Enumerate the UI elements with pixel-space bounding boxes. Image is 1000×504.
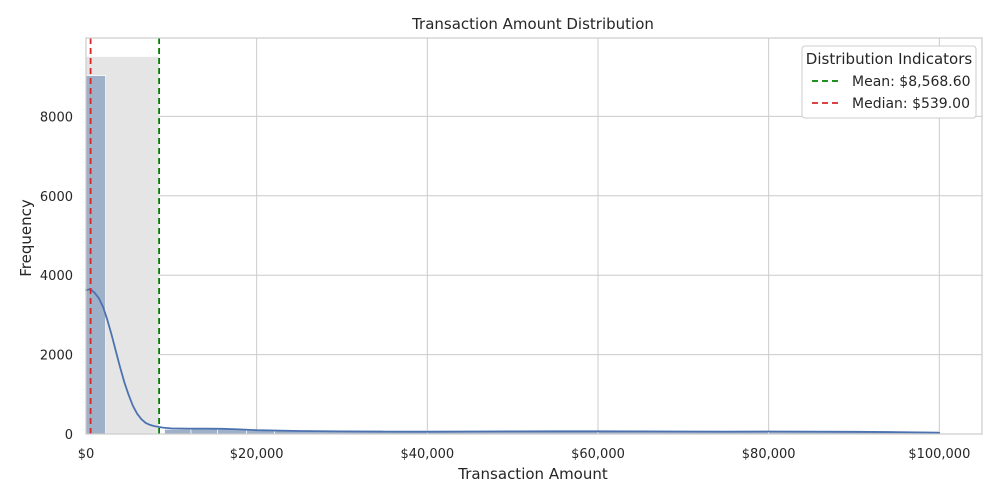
y-tick-label: 2000 (40, 349, 73, 364)
x-tick-label: $100,000 (908, 447, 970, 462)
y-tick-label: 0 (65, 428, 73, 443)
legend-box (801, 45, 977, 119)
histogram-bar (190, 428, 218, 435)
legend-title: Distribution Indicators (806, 50, 973, 68)
x-tick-label: $60,000 (571, 447, 625, 462)
x-axis-label: Transaction Amount (457, 465, 608, 483)
y-tick-label: 6000 (40, 190, 73, 205)
histogram-bar (164, 428, 192, 435)
x-tick-label: $40,000 (400, 447, 454, 462)
x-tick-label: $80,000 (742, 447, 796, 462)
chart-title: Transaction Amount Distribution (411, 15, 654, 33)
y-tick-label: 4000 (40, 269, 73, 284)
y-tick-label: 8000 (40, 110, 73, 125)
legend-median-label: Median: $539.00 (852, 96, 970, 112)
y-axis-label: Frequency (17, 199, 35, 277)
x-tick-label: $0 (78, 447, 95, 462)
histogram-bar (85, 75, 107, 435)
plot-frame (85, 37, 983, 435)
legend: Distribution Indicators Mean: $8,568.60 Me… (801, 45, 977, 119)
legend-mean-label: Mean: $8,568.60 (852, 74, 971, 90)
kde-curve (85, 288, 941, 434)
x-tick-label: $20,000 (230, 447, 284, 462)
